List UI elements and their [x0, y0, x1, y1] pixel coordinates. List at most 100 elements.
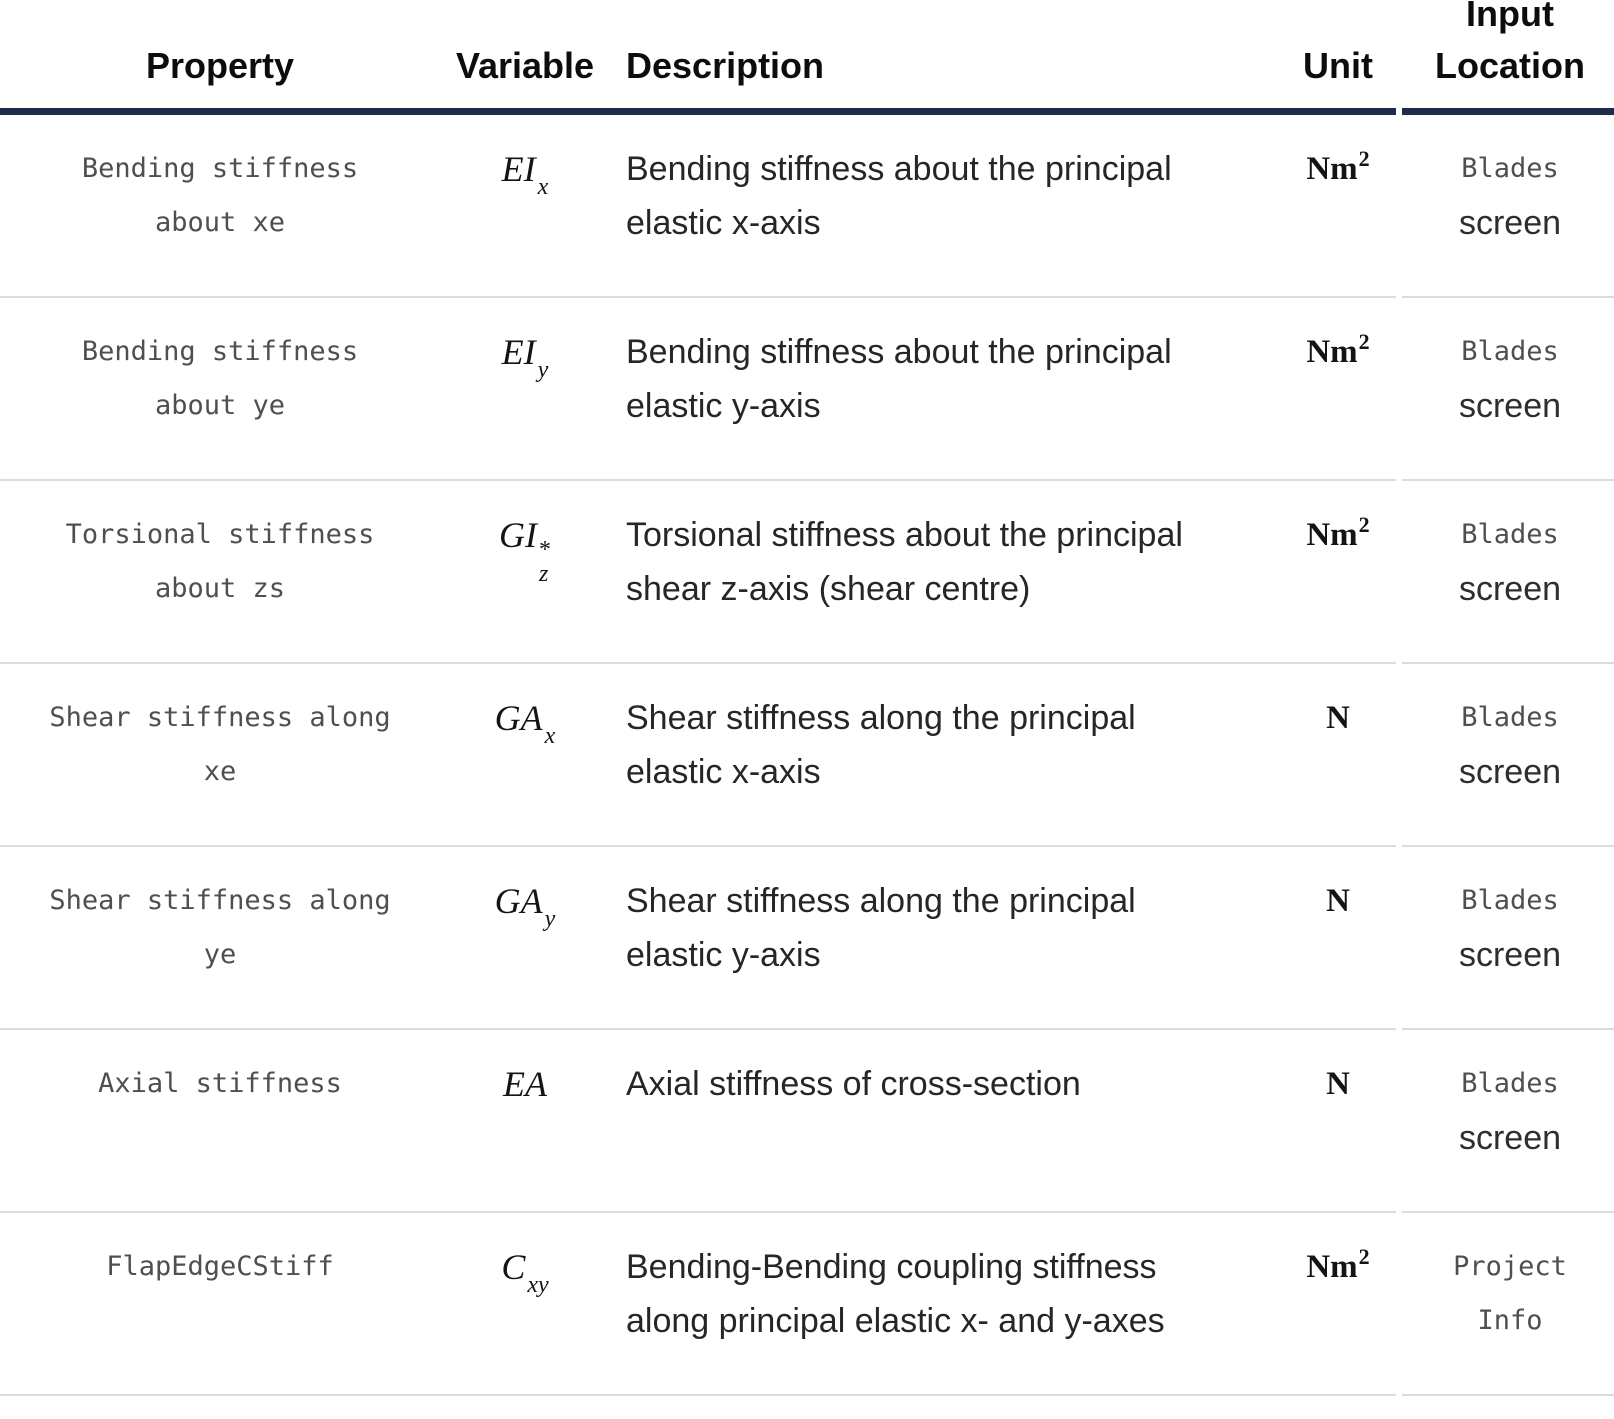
- description-cell: Bending-Bending coupling stiffness along …: [610, 1211, 1270, 1396]
- description-line: along principal elastic x- and y-axes: [626, 1301, 1165, 1340]
- math-base: EI: [501, 148, 536, 189]
- column-header-description-label: Description: [626, 44, 825, 86]
- math-scripts: x: [538, 175, 549, 199]
- location-line: Blades: [1461, 1067, 1559, 1099]
- table-row: TorsionFlapCStiffCxzTorsion-Bending coup…: [0, 1394, 1614, 1419]
- property-line: xe: [203, 755, 237, 787]
- description-line: shear z-axis (shear centre): [626, 569, 1031, 608]
- unit-superscript: 2: [1358, 329, 1370, 355]
- location-line: Info: [1477, 1304, 1543, 1336]
- variable-cell: Cxz: [440, 1394, 610, 1419]
- property-line: Shear stiffness along: [49, 884, 391, 916]
- math-subscript: xy: [527, 1271, 549, 1298]
- location-line: Blades: [1461, 518, 1559, 550]
- description-cell: Shear stiffness along the principal elast…: [610, 845, 1270, 1030]
- column-header-variable: Variable: [440, 0, 610, 115]
- description-cell: Bending stiffness about the principal ela…: [610, 111, 1270, 298]
- variable-cell: EA: [440, 1028, 610, 1213]
- unit-cell: Nm2: [1270, 111, 1406, 298]
- location-line: Blades: [1461, 335, 1559, 367]
- unit-base: Nm: [1306, 516, 1358, 553]
- property-line: Axial stiffness: [98, 1067, 342, 1099]
- unit-cell: Nm2: [1270, 296, 1406, 481]
- variable-cell: GA y: [440, 845, 610, 1030]
- property-line: about xe: [154, 206, 286, 238]
- unit-base: Nm: [1306, 150, 1358, 187]
- property-cell: Bending stiffness about ye: [0, 296, 440, 481]
- math-scripts: x: [545, 724, 556, 748]
- description-line: Bending stiffness about the principal: [626, 332, 1172, 371]
- input-location-cell: Blades screen: [1406, 662, 1614, 847]
- property-line: Bending stiffness: [81, 152, 359, 184]
- math-base: EA: [503, 1063, 547, 1104]
- location-line: Blades: [1461, 701, 1559, 733]
- math-variable: EA: [503, 1064, 547, 1104]
- description-line: Bending-Bending coupling stiffness: [626, 1247, 1157, 1286]
- math-scripts: y: [545, 907, 556, 931]
- description-cell: Shear stiffness along the principal elast…: [610, 662, 1270, 847]
- variable-cell: GI * z: [440, 479, 610, 664]
- unit-value: N: [1326, 883, 1350, 919]
- location-line: Blades: [1461, 884, 1559, 916]
- math-base: GI: [499, 514, 537, 555]
- unit-value: N: [1326, 1066, 1350, 1102]
- table-body: Bending stiffness about xe EI x Bending stif…: [0, 111, 1614, 1419]
- location-line: screen: [1458, 1118, 1562, 1157]
- variable-cell: GA x: [440, 662, 610, 847]
- math-superscript: *: [539, 537, 551, 564]
- description-line: elastic y-axis: [626, 935, 821, 974]
- unit-value: Nm2: [1306, 1244, 1369, 1285]
- column-header-description: Description: [610, 0, 1270, 115]
- input-location-cell: Project Info: [1406, 1211, 1614, 1396]
- property-cell: Axial stiffness: [0, 1028, 440, 1213]
- math-variable: GA y: [494, 880, 556, 931]
- math-variable: EI x: [501, 148, 549, 199]
- description-line: elastic x-axis: [626, 752, 821, 791]
- unit-value: Nm2: [1306, 512, 1369, 553]
- property-line: FlapEdgeCStiff: [106, 1250, 334, 1282]
- description-line: elastic y-axis: [626, 386, 821, 425]
- description-cell: Torsional stiffness about the principal s…: [610, 479, 1270, 664]
- math-base: EI: [501, 331, 536, 372]
- unit-value: Nm2: [1306, 146, 1369, 187]
- unit-superscript: 2: [1358, 512, 1370, 538]
- description-cell: Bending stiffness about the principal ela…: [610, 296, 1270, 481]
- column-header-variable-label: Variable: [455, 44, 595, 86]
- description-cell: Axial stiffness of cross-section: [610, 1028, 1270, 1213]
- math-subscript: x: [537, 173, 549, 200]
- unit-cell: Nm2: [1270, 1211, 1406, 1396]
- math-variable: GI * z: [499, 514, 551, 587]
- variable-cell: EI y: [440, 296, 610, 481]
- unit-base: N: [1326, 882, 1350, 919]
- input-location-cell: Blades screen: [1406, 1028, 1614, 1213]
- property-cell: Torsional stiffness about zs: [0, 479, 440, 664]
- location-line: Blades: [1461, 152, 1559, 184]
- input-location-cell: Blades screen: [1406, 111, 1614, 298]
- description-line: Shear stiffness along the principal: [626, 698, 1136, 737]
- unit-cell: N: [1270, 845, 1406, 1030]
- math-base: GA: [494, 880, 543, 921]
- input-location-cell: Blades screen: [1406, 479, 1614, 664]
- description-line: Torsional stiffness about the principal: [626, 515, 1183, 554]
- table-row: Shear stiffness along xe GA x Shear stiffnes…: [0, 662, 1614, 847]
- property-line: about zs: [154, 572, 286, 604]
- table-row: Axial stiffness EA Axial stiffness of cros…: [0, 1028, 1614, 1213]
- math-subscript: z: [539, 561, 549, 588]
- property-cell: TorsionFlapCStiff: [0, 1394, 440, 1419]
- column-header-property-label: Property: [145, 44, 295, 86]
- math-scripts: xy: [527, 1273, 548, 1297]
- unit-base: Nm: [1306, 1248, 1358, 1285]
- description-line: Shear stiffness along the principal: [626, 881, 1136, 920]
- column-header-input-location: Input Location: [1406, 0, 1614, 115]
- property-cell: Bending stiffness about xe: [0, 111, 440, 298]
- column-header-input-location-label: Input Location: [1435, 0, 1585, 86]
- location-line: Project: [1453, 1250, 1567, 1282]
- variable-cell: EI x: [440, 111, 610, 298]
- math-scripts: * z: [539, 538, 551, 586]
- property-cell: Shear stiffness along ye: [0, 845, 440, 1030]
- property-line: about ye: [154, 389, 286, 421]
